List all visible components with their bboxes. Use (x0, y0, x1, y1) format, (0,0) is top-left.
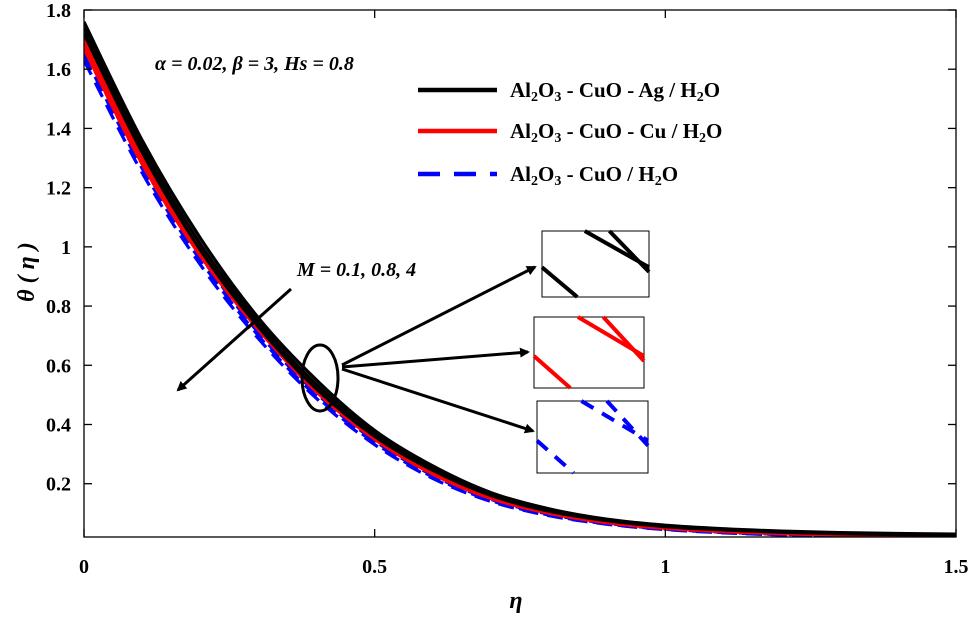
plot-frame (83, 9, 957, 538)
zoom-arrow-bottom (341, 367, 535, 434)
series-line-1-curve-3 (84, 32, 956, 537)
zoom-inset-line-2 (580, 399, 650, 443)
params-annotation: α = 0.02, β = 3, Hs = 0.8 (155, 53, 354, 75)
zoom-inset-frame (536, 400, 649, 474)
y-tick-label: 1 (61, 237, 71, 259)
legend-label-2: Al2O3 - CuO - Cu / H2O (510, 119, 722, 146)
y-tick-label: 1.6 (46, 59, 71, 81)
zoom-inset-3 (535, 399, 650, 475)
zoom-arrow-top (341, 265, 537, 367)
y-tick-label: 1.2 (46, 178, 71, 200)
x-tick-label: 0.5 (362, 556, 387, 578)
zoom-inset-line-1 (535, 439, 575, 475)
zoom-region-ellipse (300, 343, 340, 413)
x-tick-label: 1 (660, 556, 670, 578)
y-tick-label: 1.4 (46, 118, 71, 140)
m-values-label: M = 0.1, 0.8, 4 (296, 259, 416, 281)
legend: Al2O3 - CuO - Ag / H2O Al2O3 - CuO - Cu /… (418, 78, 722, 189)
zoom-arrow-middle (341, 347, 530, 369)
zoom-inset-line-1 (532, 354, 572, 390)
x-ticks: 0 0.5 1 1.5 (79, 10, 969, 578)
series-line-3-curve-3 (84, 59, 956, 537)
zoom-inset-line-3 (605, 399, 650, 447)
x-axis-label: η (509, 588, 522, 614)
zoom-inset-1 (540, 229, 651, 299)
zoom-inset-line-3 (601, 315, 646, 363)
series-layer (84, 21, 956, 537)
y-tick-label: 0.2 (46, 474, 71, 496)
x-tick-label: 0 (79, 556, 89, 578)
y-tick-label: 0.6 (46, 355, 71, 377)
legend-label-3: Al2O3 - CuO / H2O (510, 162, 678, 189)
zoom-inset-frame (533, 316, 645, 389)
x-tick-label: 1.5 (944, 556, 969, 578)
y-tick-label: 1.8 (46, 0, 71, 22)
y-axis-label: θ ( η ) (14, 242, 40, 302)
zoom-insets (532, 229, 651, 475)
y-ticks: 0.2 0.4 0.6 0.8 1 1.2 1.4 1.6 1.8 (46, 0, 956, 496)
zoom-inset-line-3 (607, 229, 651, 274)
zoom-inset-line-1 (540, 265, 579, 299)
zoom-inset-frame (541, 230, 650, 298)
legend-label-1: Al2O3 - CuO - Ag / H2O (510, 78, 720, 105)
zoom-inset-2 (532, 315, 646, 390)
y-tick-label: 0.8 (46, 296, 71, 318)
m-direction-arrow (176, 287, 292, 392)
y-tick-label: 0.4 (46, 414, 71, 436)
magnitude-annotation: M = 0.1, 0.8, 4 (176, 259, 416, 392)
